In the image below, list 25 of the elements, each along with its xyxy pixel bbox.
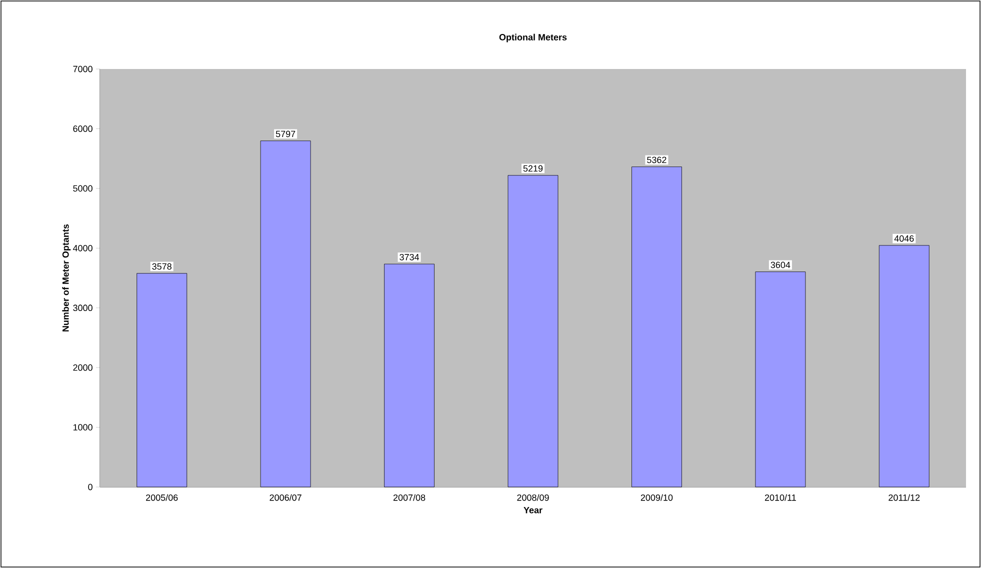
y-tick-label: 1000 xyxy=(73,424,92,430)
x-tick-label: 2011/12 xyxy=(888,494,920,501)
y-tick-label: 6000 xyxy=(73,126,92,132)
x-tick-label: 2010/11 xyxy=(764,494,796,501)
y-tick-label: 5000 xyxy=(73,185,92,192)
data-label: 5797 xyxy=(276,130,296,138)
x-tick-label: 2009/10 xyxy=(640,494,673,501)
y-tick-label: 0 xyxy=(88,484,92,490)
x-tick-label: 2008/09 xyxy=(517,494,549,501)
data-label: 5362 xyxy=(647,156,666,164)
data-label: 4046 xyxy=(894,235,914,242)
data-label: 3578 xyxy=(152,263,172,270)
x-tick-label: 2005/06 xyxy=(146,494,178,501)
y-axis-title: Number of Meter Optants xyxy=(62,224,71,332)
data-label: 5219 xyxy=(523,165,543,172)
data-label: 3734 xyxy=(400,254,420,260)
x-tick-label: 2006/07 xyxy=(270,494,302,501)
y-tick-label: 2000 xyxy=(73,364,92,371)
data-label: 3604 xyxy=(770,262,790,268)
x-tick-label: 2007/08 xyxy=(393,494,426,501)
chart-title: Optional Meters xyxy=(499,34,567,42)
y-tick-label: 3000 xyxy=(73,304,92,312)
y-tick-label: 4000 xyxy=(72,244,92,252)
y-tick-label: 7000 xyxy=(73,66,92,72)
x-axis-title: Year xyxy=(524,507,542,514)
